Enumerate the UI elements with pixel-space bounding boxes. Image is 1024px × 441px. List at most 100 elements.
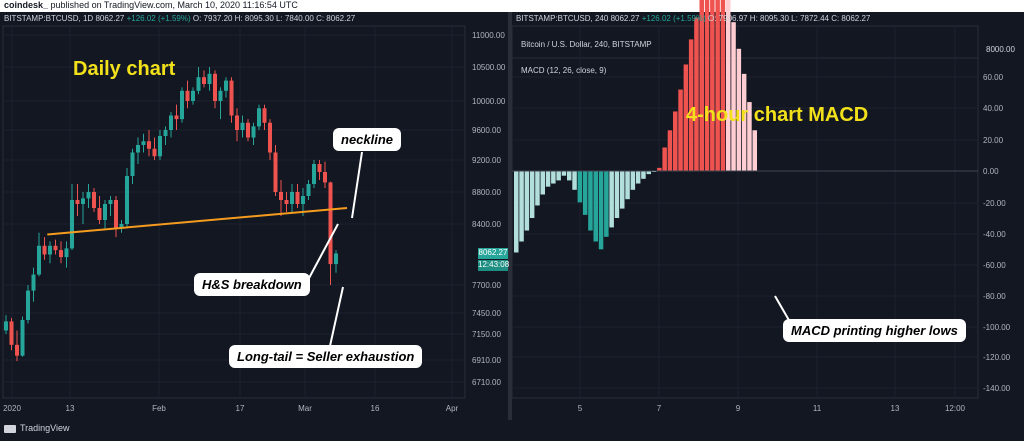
macd-bar (577, 171, 583, 203)
candle-body (15, 344, 19, 356)
right-top-axis-label: 8000.00 (986, 45, 1015, 54)
candle-body (202, 77, 206, 84)
published-text: coindesk_ published on TradingView.com, … (4, 0, 298, 10)
left-plot-frame (2, 25, 466, 399)
published-bar: coindesk_ published on TradingView.com, … (0, 0, 1024, 12)
right-ohlc: O: 7906.97 H: 8095.30 L: 7872.44 C: 8062… (708, 14, 871, 23)
macd-bar (731, 22, 736, 171)
candle-body (169, 115, 173, 130)
candle-body (246, 122, 250, 138)
candle-body (180, 90, 184, 120)
macd-bar (551, 171, 556, 184)
candle-body (207, 73, 212, 84)
macd-bar (545, 171, 551, 187)
neckline-pointer (351, 151, 363, 219)
right-x-tick: 12:00 (945, 404, 966, 413)
candle-body (147, 141, 151, 149)
right-change: +126.02 (+1.59%) (641, 14, 706, 23)
candle-body (53, 245, 58, 251)
left-y-tick: 6710.00 (472, 378, 501, 387)
candle-body (257, 108, 261, 127)
candle-body (103, 204, 107, 220)
neckline-line (47, 207, 348, 236)
macd-bar (519, 171, 524, 242)
candle-body (119, 224, 124, 229)
left-y-tick: 10000.00 (472, 97, 506, 106)
panel-divider (508, 12, 512, 420)
left-y-tick: 9600.00 (472, 126, 501, 135)
macd-bar (524, 171, 530, 231)
macd-bar (641, 171, 646, 179)
right-y-tick: -60.00 (983, 261, 1006, 270)
left-y-tick: 8400.00 (472, 220, 501, 229)
candle-body (240, 122, 245, 130)
macd-bar (715, 0, 720, 172)
candle-body (301, 196, 305, 204)
macd-bar (635, 171, 641, 184)
macd-bar (678, 89, 683, 171)
candle-body (26, 290, 30, 320)
macd-bar (556, 171, 561, 181)
right-y-tick: -40.00 (983, 230, 1006, 239)
left-y-tick: 7150.00 (472, 330, 501, 339)
left-x-tick: 16 (371, 404, 380, 413)
candle-body (196, 77, 201, 91)
candle-body (312, 164, 316, 184)
current-price-label: 8062.27 (478, 248, 508, 259)
right-y-tick: -100.00 (983, 323, 1011, 332)
macd-bar (620, 171, 625, 209)
left-change: +126.02 (+1.59%) (126, 14, 191, 23)
candle-body (224, 80, 228, 91)
candle-body (279, 192, 283, 200)
right-x-tick: 7 (657, 404, 662, 413)
left-price: 8062.27 (95, 14, 125, 23)
candle-body (70, 200, 74, 249)
tradingview-logo-icon (4, 424, 16, 433)
candle-body (37, 245, 41, 275)
left-x-tick: Mar (298, 404, 312, 413)
candle-body (4, 321, 8, 331)
candle-body (20, 320, 25, 356)
macd-bar (673, 111, 678, 171)
left-y-tick: 11000.00 (472, 31, 505, 40)
candle-body (284, 200, 289, 204)
candle-body (174, 115, 179, 120)
candle-body (273, 152, 278, 192)
candle-body (306, 184, 311, 196)
macd-bar (699, 0, 704, 171)
macd-bar (646, 171, 651, 175)
candle-body (130, 152, 135, 176)
macd-bar (593, 171, 598, 242)
macd-bar (694, 17, 699, 171)
candle-body (92, 192, 96, 208)
macd-bar (561, 171, 567, 176)
candle-body (108, 200, 113, 204)
tradingview-logo-text: TradingView (20, 423, 70, 433)
macd-bar (752, 130, 757, 171)
right-x-tick: 9 (736, 404, 741, 413)
candle-body (191, 90, 195, 101)
candle-body (158, 136, 162, 157)
right-price: 8062.27 (610, 14, 640, 23)
long-tail-pointer (329, 286, 344, 347)
candle-body (152, 148, 157, 157)
candle-body (97, 208, 102, 220)
left-y-tick: 7450.00 (472, 309, 501, 318)
macd-bar (529, 171, 535, 218)
candle-body (86, 192, 91, 199)
left-symbol: BITSTAMP:BTCUSD, 1D (4, 14, 94, 23)
macd-bar (582, 171, 588, 215)
macd-bar (688, 39, 694, 172)
candle-body (42, 245, 47, 255)
right-y-tick: -120.00 (983, 353, 1011, 362)
right-subtitle: Bitcoin / U.S. Dollar, 240, BITSTAMP (521, 40, 652, 49)
macd-note-pointer (774, 295, 791, 323)
left-y-tick: 7700.00 (472, 281, 501, 290)
candle-body (81, 198, 85, 204)
right-y-tick: -140.00 (983, 384, 1011, 393)
left-x-tick: Apr (446, 404, 459, 413)
left-x-tick: Feb (152, 404, 166, 413)
candle-body (141, 141, 146, 145)
countdown-label: 12:43:08 (478, 260, 510, 271)
macd-bar (726, 0, 731, 171)
